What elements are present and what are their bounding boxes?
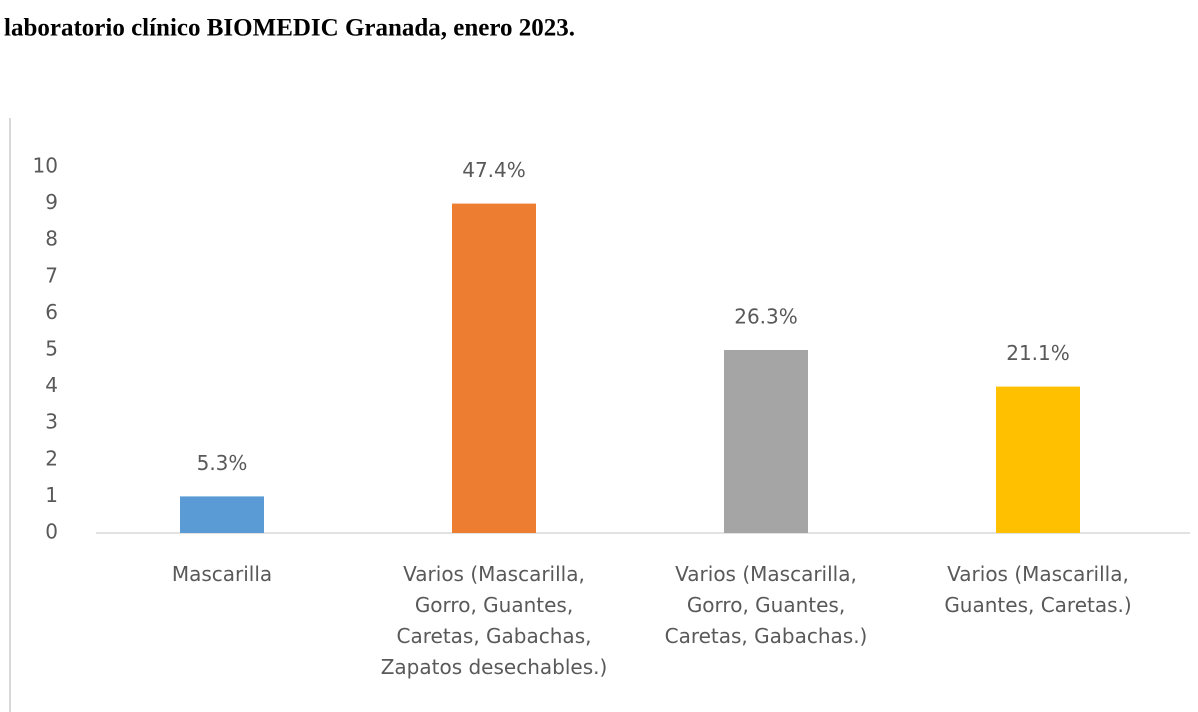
y-tick-label: 4 xyxy=(45,373,58,397)
bar xyxy=(180,496,264,533)
y-tick-label: 1 xyxy=(45,483,58,507)
y-tick-label: 2 xyxy=(45,446,58,470)
y-tick-label: 0 xyxy=(45,520,58,544)
y-tick-label: 8 xyxy=(45,227,58,251)
data-label: 21.1% xyxy=(1006,341,1070,365)
bar xyxy=(996,386,1080,533)
y-tick-label: 6 xyxy=(45,300,58,324)
y-tick-label: 9 xyxy=(45,190,58,214)
x-tick-label: Varios (Mascarilla, Guantes, Caretas.) xyxy=(944,562,1131,617)
bar xyxy=(452,203,536,533)
data-label: 26.3% xyxy=(734,305,798,329)
y-tick-label: 10 xyxy=(33,154,58,178)
y-tick-label: 3 xyxy=(45,410,58,434)
y-tick-label: 7 xyxy=(45,263,58,287)
data-label: 5.3% xyxy=(197,451,248,475)
y-tick-label: 5 xyxy=(45,337,58,361)
x-tick-label: Varios (Mascarilla, Gorro, Guantes, Careta… xyxy=(381,562,608,679)
data-label: 47.4% xyxy=(462,158,526,182)
bar xyxy=(724,350,808,533)
x-tick-label: Varios (Mascarilla, Gorro, Guantes, Careta… xyxy=(665,562,868,648)
chart-title: laboratorio clínico BIOMEDIC Granada, en… xyxy=(4,15,575,42)
x-tick-label: Mascarilla xyxy=(172,562,272,586)
